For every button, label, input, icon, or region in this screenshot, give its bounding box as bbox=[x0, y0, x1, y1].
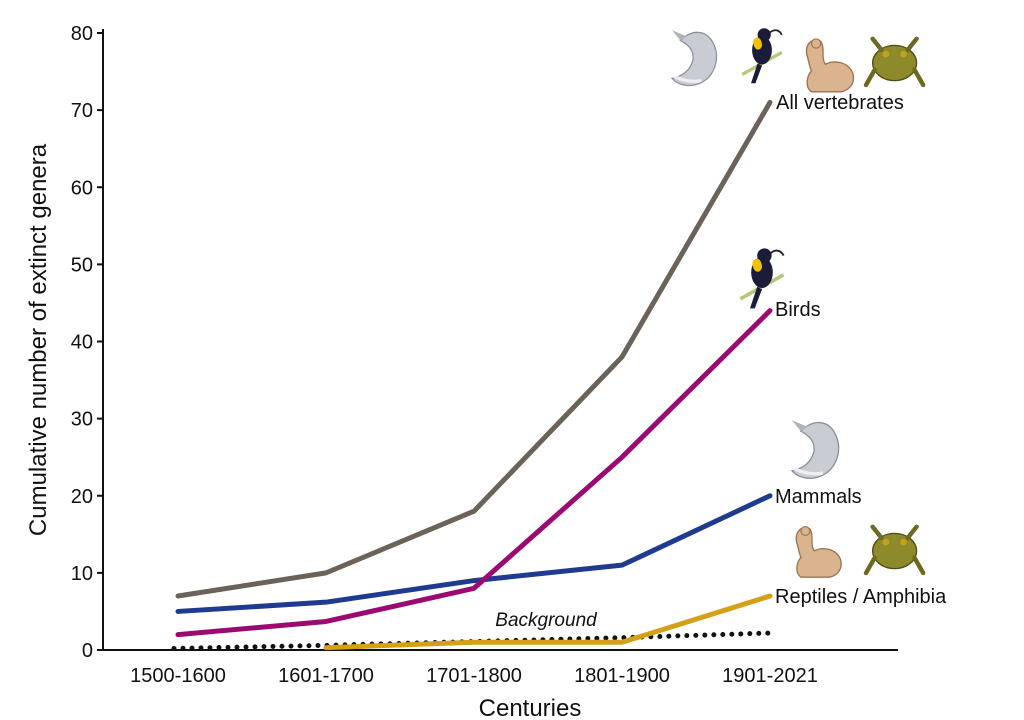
reptile-icon bbox=[805, 38, 855, 93]
x-tick-label: 1500-1600 bbox=[130, 665, 226, 687]
series-label-all-vertebrates: All vertebrates bbox=[776, 92, 904, 114]
mammal-body bbox=[670, 31, 718, 87]
bird-icon bbox=[739, 248, 785, 309]
series-line-all-vertebrates bbox=[175, 99, 773, 599]
mammal-belly bbox=[793, 467, 824, 476]
y-axis-title: Cumulative number of extinct genera bbox=[25, 143, 52, 536]
series-label-reptiles-amphibia: Reptiles / Amphibia bbox=[775, 586, 947, 608]
bird-tail bbox=[750, 286, 762, 309]
y-tick-label: 80 bbox=[71, 23, 93, 45]
amphibian-eye bbox=[882, 50, 890, 58]
series-icons bbox=[670, 28, 926, 578]
x-axis-title: Centuries bbox=[479, 695, 582, 720]
amphibian-legs bbox=[863, 36, 926, 88]
y-tick-label: 40 bbox=[71, 332, 93, 354]
x-tick-label: 1601-1700 bbox=[278, 665, 374, 687]
series-label-mammals: Mammals bbox=[775, 486, 862, 508]
y-tick-label: 20 bbox=[71, 486, 93, 508]
series-line-mammals bbox=[175, 493, 773, 614]
mammal-body bbox=[790, 422, 840, 479]
mammal-fin bbox=[792, 420, 808, 432]
amphibian-body bbox=[871, 44, 918, 82]
reptile-icon bbox=[795, 526, 842, 578]
y-tick-label: 70 bbox=[71, 100, 93, 122]
series-lines bbox=[171, 99, 773, 651]
bird-yellow bbox=[753, 37, 762, 50]
amphibian-legs bbox=[863, 524, 926, 576]
series-line-background bbox=[171, 630, 773, 651]
bird-icon bbox=[741, 28, 783, 84]
x-tick-label: 1901-2021 bbox=[722, 665, 818, 687]
bird-beak bbox=[769, 249, 785, 257]
bird-yellow bbox=[752, 258, 762, 272]
y-tick-label: 0 bbox=[82, 640, 93, 662]
mammal-icon bbox=[790, 420, 840, 479]
amphibian-icon bbox=[863, 36, 926, 88]
series-label-background: Background bbox=[495, 610, 598, 631]
bird-head bbox=[757, 28, 771, 42]
series-label-birds: Birds bbox=[775, 299, 821, 321]
y-tick-label: 60 bbox=[71, 177, 93, 199]
amphibian-body bbox=[871, 532, 918, 570]
reptile-head bbox=[810, 38, 822, 49]
y-tick-label: 50 bbox=[71, 254, 93, 276]
series-labels: All vertebrates Birds Mammals Reptiles / Am… bbox=[495, 92, 947, 631]
bird-head bbox=[757, 248, 772, 263]
mammal-fin bbox=[672, 30, 687, 41]
series-line-birds bbox=[175, 308, 773, 638]
x-tick-label: 1701-1800 bbox=[426, 665, 522, 687]
amphibian-icon bbox=[863, 524, 926, 576]
amphibian-eye bbox=[900, 538, 907, 546]
bird-beak bbox=[769, 29, 783, 36]
series-line-reptiles-amphibia bbox=[323, 593, 773, 651]
mammal-icon bbox=[670, 30, 718, 87]
bird-tail bbox=[751, 63, 762, 84]
mammal-belly bbox=[673, 74, 702, 83]
y-tick-label: 30 bbox=[71, 409, 93, 431]
amphibian-eye bbox=[882, 538, 890, 546]
y-tick-label: 10 bbox=[71, 563, 93, 585]
amphibian-eye bbox=[900, 50, 907, 58]
reptile-head bbox=[800, 526, 811, 536]
axes: 0 10 20 30 40 50 60 70 80 1500-1600 1601-1700 1701-… bbox=[71, 23, 898, 687]
x-tick-label: 1801-1900 bbox=[574, 665, 670, 687]
